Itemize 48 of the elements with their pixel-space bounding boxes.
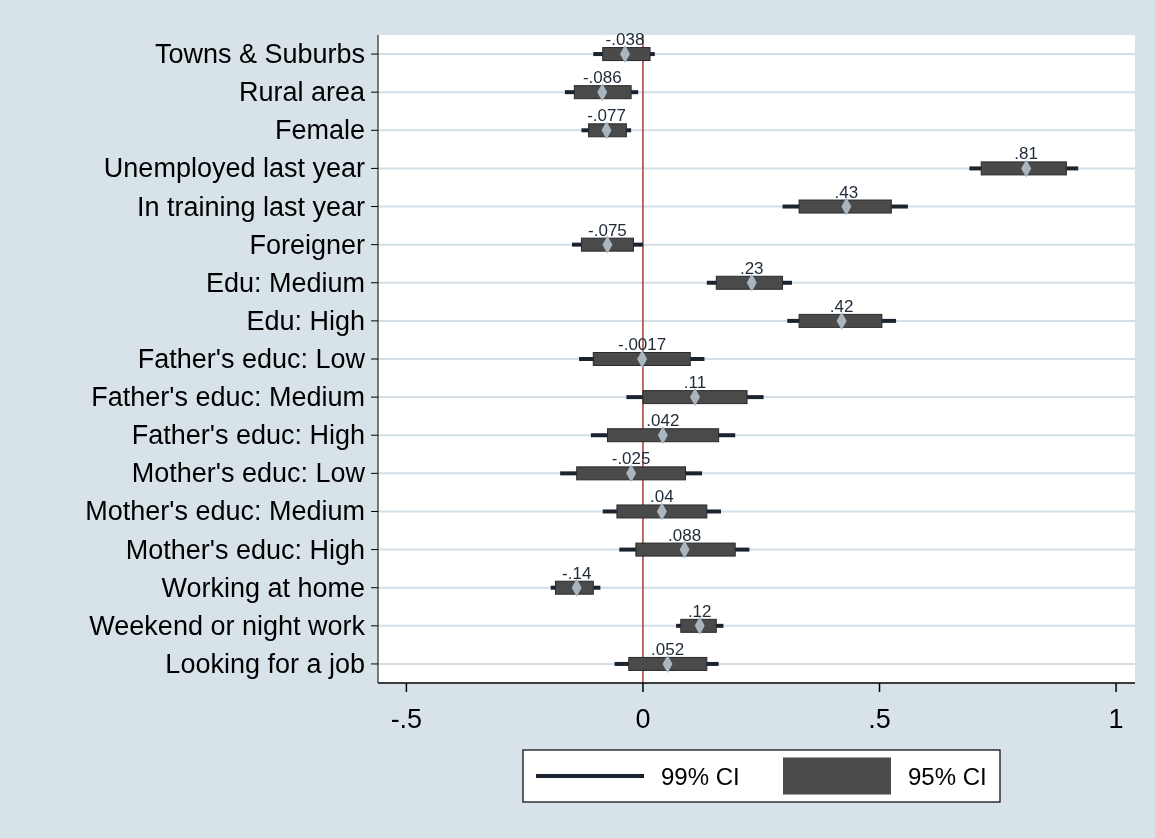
- y-tick-label: Father's educ: Low: [137, 344, 366, 374]
- bar: [798, 199, 892, 214]
- bar: [798, 313, 883, 328]
- y-tick-label: Looking for a job: [165, 648, 365, 679]
- data-label: -.086: [582, 68, 622, 88]
- y-tick-label: In training last year: [136, 191, 365, 222]
- legend-label: 95% CI: [908, 762, 987, 790]
- y-tick-label: Edu: Medium: [205, 267, 365, 298]
- bar: [628, 656, 708, 671]
- data-label: .042: [646, 411, 680, 431]
- data-label: .81: [1014, 144, 1038, 164]
- legend-label: 99% CI: [661, 762, 740, 790]
- bar: [576, 466, 687, 481]
- data-label: .12: [687, 601, 712, 621]
- x-tick-label: -.5: [390, 704, 423, 734]
- y-tick-label: Female: [274, 115, 365, 146]
- y-tick-label: Foreigner: [249, 229, 365, 260]
- data-label: .23: [739, 258, 764, 278]
- y-tick-label: Unemployed last year: [103, 153, 365, 184]
- data-label: -.077: [587, 106, 626, 126]
- x-tick-label: 1: [1108, 704, 1124, 734]
- bar: [635, 542, 736, 557]
- y-tick-label: Father's educ: Medium: [91, 382, 365, 413]
- y-tick-label: Working at home: [161, 572, 365, 603]
- y-tick-label: Rural area: [238, 77, 366, 108]
- data-label: .11: [683, 373, 707, 393]
- data-label: -.14: [562, 563, 592, 583]
- data-label: .088: [668, 525, 702, 545]
- y-tick-label: Towns & Suburbs: [154, 39, 365, 70]
- y-tick-label: Edu: High: [246, 305, 365, 336]
- x-tick-label: .5: [868, 704, 891, 734]
- data-label: .052: [651, 639, 685, 659]
- bar: [592, 352, 691, 366]
- data-label: .43: [834, 182, 859, 202]
- bar: [715, 275, 784, 290]
- bar: [642, 390, 748, 405]
- y-tick-label: Mother's educ: High: [125, 534, 365, 565]
- y-tick-label: Mother's educ: Medium: [85, 496, 365, 527]
- y-tick-label: Mother's educ: Low: [131, 458, 366, 489]
- data-label: .04: [650, 487, 674, 507]
- bar: [616, 504, 708, 519]
- y-tick-label: Father's educ: High: [131, 420, 365, 451]
- bar: [606, 428, 720, 443]
- data-label: .42: [829, 296, 854, 316]
- data-label: -.075: [588, 220, 627, 240]
- x-tick-label: 0: [635, 704, 651, 734]
- y-tick-label: Weekend or night work: [89, 610, 366, 641]
- bar: [980, 161, 1067, 176]
